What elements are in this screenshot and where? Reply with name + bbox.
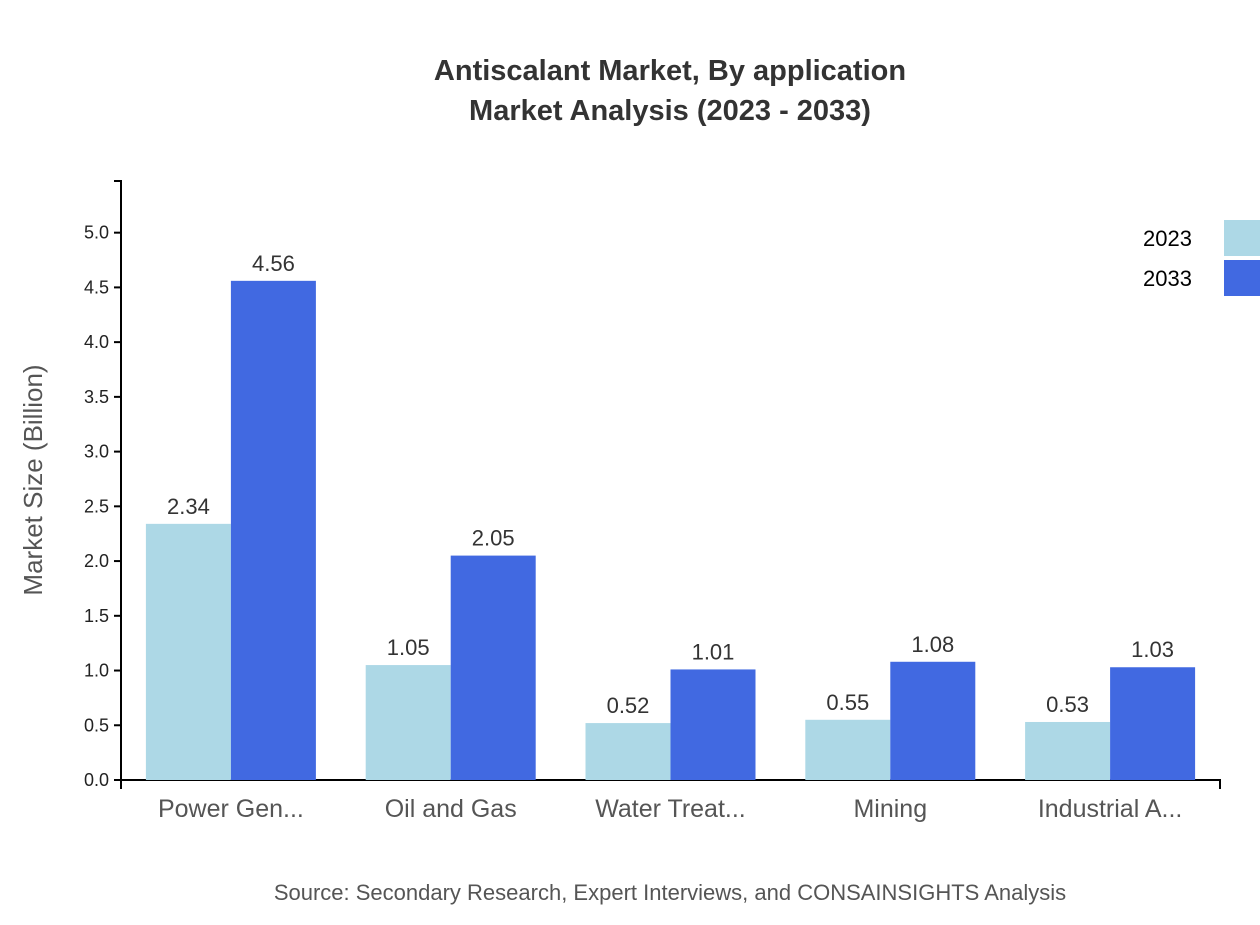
data-label: 1.05: [387, 635, 430, 660]
x-tick-label: Industrial A...: [1038, 795, 1183, 823]
legend-label: 2023: [1143, 226, 1192, 251]
y-tick-label: 4.5: [84, 277, 109, 297]
bar-2033: [230, 280, 316, 780]
x-tick-label: Mining: [853, 795, 927, 823]
data-label: 1.08: [911, 632, 954, 657]
data-label: 2.34: [167, 494, 210, 519]
x-tick-label: Power Gen...: [158, 795, 304, 823]
x-tick-label: Water Treat...: [595, 795, 746, 823]
bar-2033: [1110, 667, 1196, 780]
bar-2023: [805, 719, 891, 780]
bar-2023: [145, 523, 231, 780]
bar-2033: [450, 555, 536, 780]
bar-2023: [585, 723, 671, 780]
data-label: 4.56: [252, 251, 295, 276]
bar-2023: [1025, 721, 1111, 780]
legend-swatch: [1224, 260, 1260, 296]
y-tick-label: 1.5: [84, 606, 109, 626]
data-label: 0.53: [1046, 692, 1089, 717]
legend-swatch: [1224, 220, 1260, 256]
bar-2033: [670, 669, 756, 780]
bar-2023: [365, 665, 451, 780]
y-tick-label: 2.5: [84, 496, 109, 516]
data-label: 0.52: [607, 693, 650, 718]
y-axis-label: Market Size (Billion): [18, 364, 48, 595]
data-label: 1.03: [1131, 637, 1174, 662]
legend-label: 2033: [1143, 266, 1192, 291]
chart-title: Antiscalant Market, By application: [434, 55, 906, 87]
chart-subtitle: Market Analysis (2023 - 2033): [469, 95, 871, 127]
data-label: 2.05: [472, 526, 515, 551]
source-note: Source: Secondary Research, Expert Inter…: [274, 880, 1066, 905]
x-tick-label: Oil and Gas: [385, 795, 517, 823]
data-label: 1.01: [692, 639, 735, 664]
y-tick-label: 5.0: [84, 223, 109, 243]
y-tick-label: 3.0: [84, 442, 109, 462]
y-tick-label: 4.0: [84, 332, 109, 352]
x-axis-line: [120, 779, 1221, 789]
y-tick-label: 3.5: [84, 387, 109, 407]
y-tick-label: 0.5: [84, 715, 109, 735]
y-tick-label: 0.0: [84, 770, 109, 790]
bar-2033: [890, 661, 976, 780]
y-axis-line: [114, 180, 122, 781]
y-tick-label: 2.0: [84, 551, 109, 571]
data-label: 0.55: [826, 690, 869, 715]
y-tick-label: 1.0: [84, 661, 109, 681]
